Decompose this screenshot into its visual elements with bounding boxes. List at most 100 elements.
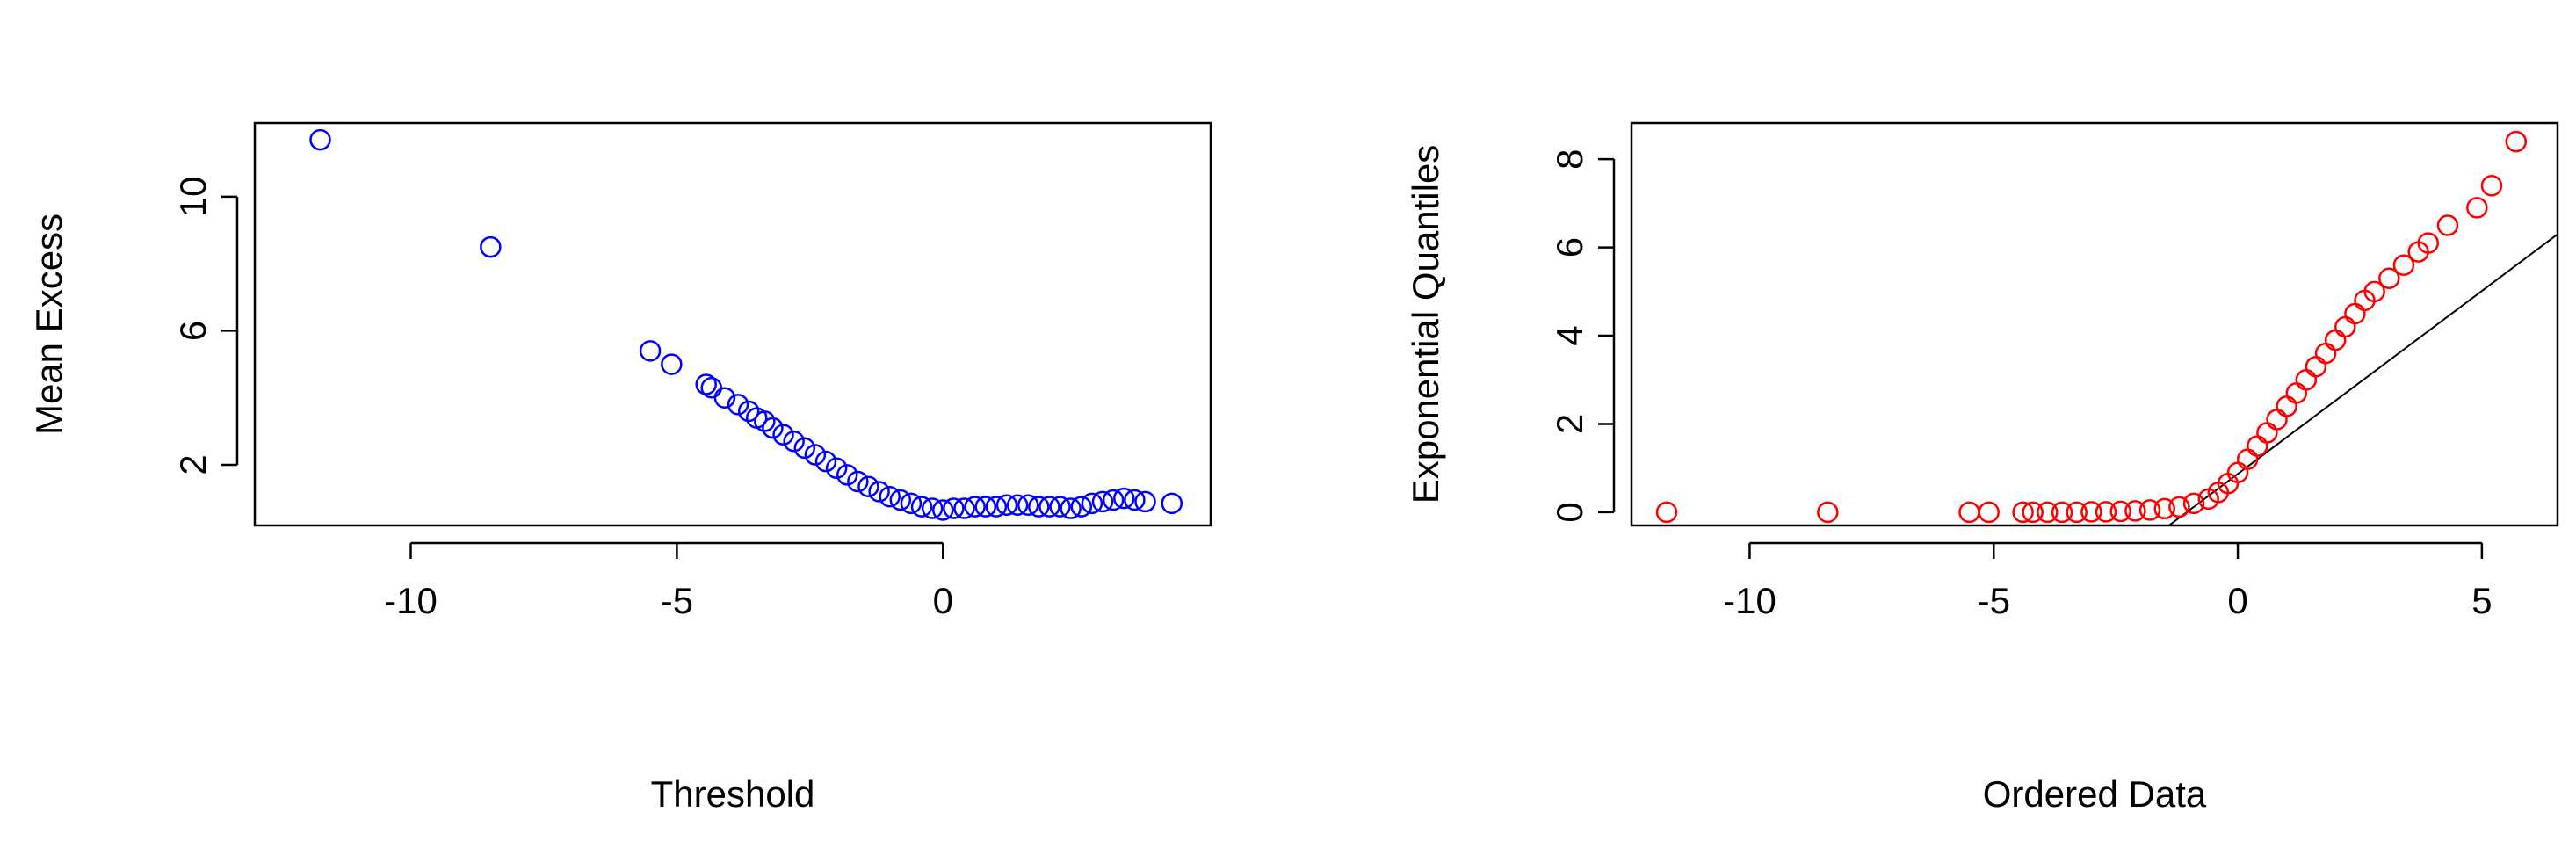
x-axis-label: Ordered Data — [1983, 773, 2207, 815]
point — [754, 410, 776, 432]
point — [737, 400, 760, 423]
point — [2066, 501, 2088, 524]
point — [2295, 369, 2318, 391]
x-tick-label: -5 — [661, 580, 693, 621]
point — [2022, 501, 2044, 524]
point — [2305, 355, 2327, 378]
x-tick-label: 0 — [2227, 580, 2247, 621]
x-axis-label: Threshold — [651, 773, 815, 815]
point — [1113, 487, 1135, 510]
plot-box — [253, 121, 1212, 527]
point — [857, 475, 879, 498]
point — [1038, 496, 1060, 518]
point — [825, 457, 848, 480]
point — [2153, 497, 2175, 520]
point — [1070, 496, 1093, 518]
point — [2417, 232, 2440, 254]
x-tick-label: -10 — [1723, 580, 1776, 621]
point — [661, 353, 683, 375]
point — [2109, 500, 2131, 523]
point — [2095, 501, 2117, 523]
point — [2392, 254, 2415, 276]
point — [772, 424, 794, 446]
x-tick-label: -10 — [384, 580, 438, 621]
point — [2182, 492, 2205, 515]
point — [695, 373, 717, 395]
point — [2480, 175, 2503, 197]
y-tick-label: 0 — [1549, 502, 1590, 522]
point — [1060, 497, 1082, 519]
point — [2168, 496, 2190, 518]
x-tick-label: -5 — [1978, 580, 2010, 621]
point — [2334, 315, 2356, 338]
point — [814, 450, 837, 473]
point — [1978, 501, 2000, 524]
reference-line — [2168, 233, 2558, 526]
point — [1134, 490, 1156, 513]
point — [2505, 130, 2528, 153]
point — [762, 417, 784, 439]
point — [804, 444, 827, 466]
point — [2378, 267, 2400, 290]
point — [2138, 499, 2161, 521]
point — [974, 496, 997, 518]
y-axis-label: Mean Excess — [28, 214, 69, 435]
point — [889, 489, 912, 511]
point — [1958, 501, 1980, 524]
point — [1028, 496, 1050, 518]
point — [1817, 501, 1839, 524]
point — [964, 496, 986, 518]
y-tick-label: 8 — [1549, 149, 1590, 170]
point — [1102, 489, 1125, 511]
point — [1049, 496, 1071, 518]
point — [921, 497, 944, 519]
point — [2012, 501, 2034, 524]
point — [2124, 500, 2146, 522]
point — [868, 481, 890, 503]
point — [2037, 501, 2059, 524]
point — [480, 235, 502, 258]
point — [995, 494, 1018, 516]
y-tick-label: 10 — [172, 177, 213, 218]
point — [1655, 501, 1678, 524]
point — [309, 128, 331, 151]
point — [910, 496, 933, 518]
y-tick-label: 2 — [1549, 414, 1590, 434]
panel: -10 -5 0 2 6 10 Threshold Mean Excess — [28, 121, 1212, 815]
point — [1124, 489, 1146, 511]
point — [2363, 280, 2385, 303]
point — [847, 470, 869, 493]
point — [2314, 342, 2337, 365]
y-tick-label: 2 — [172, 454, 213, 475]
point — [700, 377, 723, 399]
point — [836, 464, 858, 486]
panel: -10 -5 0 5 0 2 4 6 8 Ordered Data Exponential Quan… — [1405, 121, 2559, 815]
point — [932, 499, 954, 521]
point — [2266, 409, 2288, 431]
point — [2276, 395, 2297, 417]
point — [2051, 501, 2073, 524]
point — [943, 497, 965, 519]
point — [2436, 214, 2459, 236]
point — [1161, 492, 1183, 515]
x-tick-label: 5 — [2471, 580, 2492, 621]
point — [879, 485, 901, 508]
point — [2285, 382, 2307, 404]
point — [2466, 197, 2488, 219]
point — [2247, 435, 2268, 457]
y-tick-label: 6 — [172, 321, 213, 341]
point — [793, 437, 816, 460]
point — [985, 496, 1008, 518]
point — [1017, 494, 1039, 516]
y-tick-label: 6 — [1549, 237, 1590, 257]
point — [2080, 501, 2102, 523]
point — [2344, 302, 2366, 325]
y-axis-label: Exponential Quantiles — [1405, 145, 1446, 504]
point — [1081, 492, 1103, 515]
plot-box — [1630, 121, 2559, 527]
point — [2256, 422, 2278, 444]
point — [2324, 329, 2347, 351]
point — [639, 340, 662, 362]
point — [783, 431, 805, 453]
